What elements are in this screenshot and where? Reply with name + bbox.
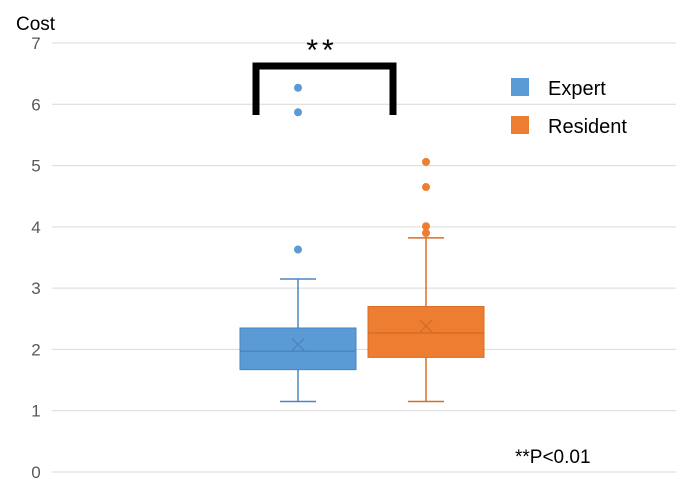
significance-bracket <box>252 62 397 115</box>
y-tick-label: 6 <box>31 95 40 114</box>
box-expert <box>239 83 357 403</box>
significance-marker: ** <box>306 34 337 67</box>
y-tick-label: 5 <box>31 157 40 176</box>
legend-swatch <box>511 116 529 134</box>
y-axis-label: Cost <box>16 14 56 35</box>
box-series <box>239 83 485 403</box>
legend-label: Resident <box>548 116 627 138</box>
p-value-note: **P<0.01 <box>515 447 591 468</box>
outlier-point <box>294 108 302 117</box>
outlier-point <box>294 245 302 254</box>
legend: Expert Resident <box>511 78 627 138</box>
legend-swatch <box>511 78 529 96</box>
mean-marker <box>419 319 433 333</box>
y-axis-tick-labels: 0 1 2 3 4 5 6 7 <box>31 34 40 482</box>
y-tick-label: 3 <box>31 279 40 298</box>
iqr-box <box>367 306 485 358</box>
mean-marker <box>291 337 305 352</box>
gridlines <box>52 42 676 473</box>
y-tick-label: 2 <box>31 340 40 359</box>
y-tick-label: 0 <box>31 463 40 482</box>
y-tick-label: 1 <box>31 402 40 421</box>
bracket-line <box>252 62 397 115</box>
outlier-point <box>422 228 430 237</box>
y-tick-label: 7 <box>31 34 40 53</box>
outlier-point <box>294 83 302 92</box>
outlier-point <box>422 183 430 192</box>
outlier-point <box>422 157 430 166</box>
y-tick-label: 4 <box>31 218 40 237</box>
outlier-point <box>422 222 430 231</box>
legend-label: Expert <box>548 78 606 100</box>
box-resident <box>367 157 485 403</box>
iqr-box <box>239 327 357 371</box>
